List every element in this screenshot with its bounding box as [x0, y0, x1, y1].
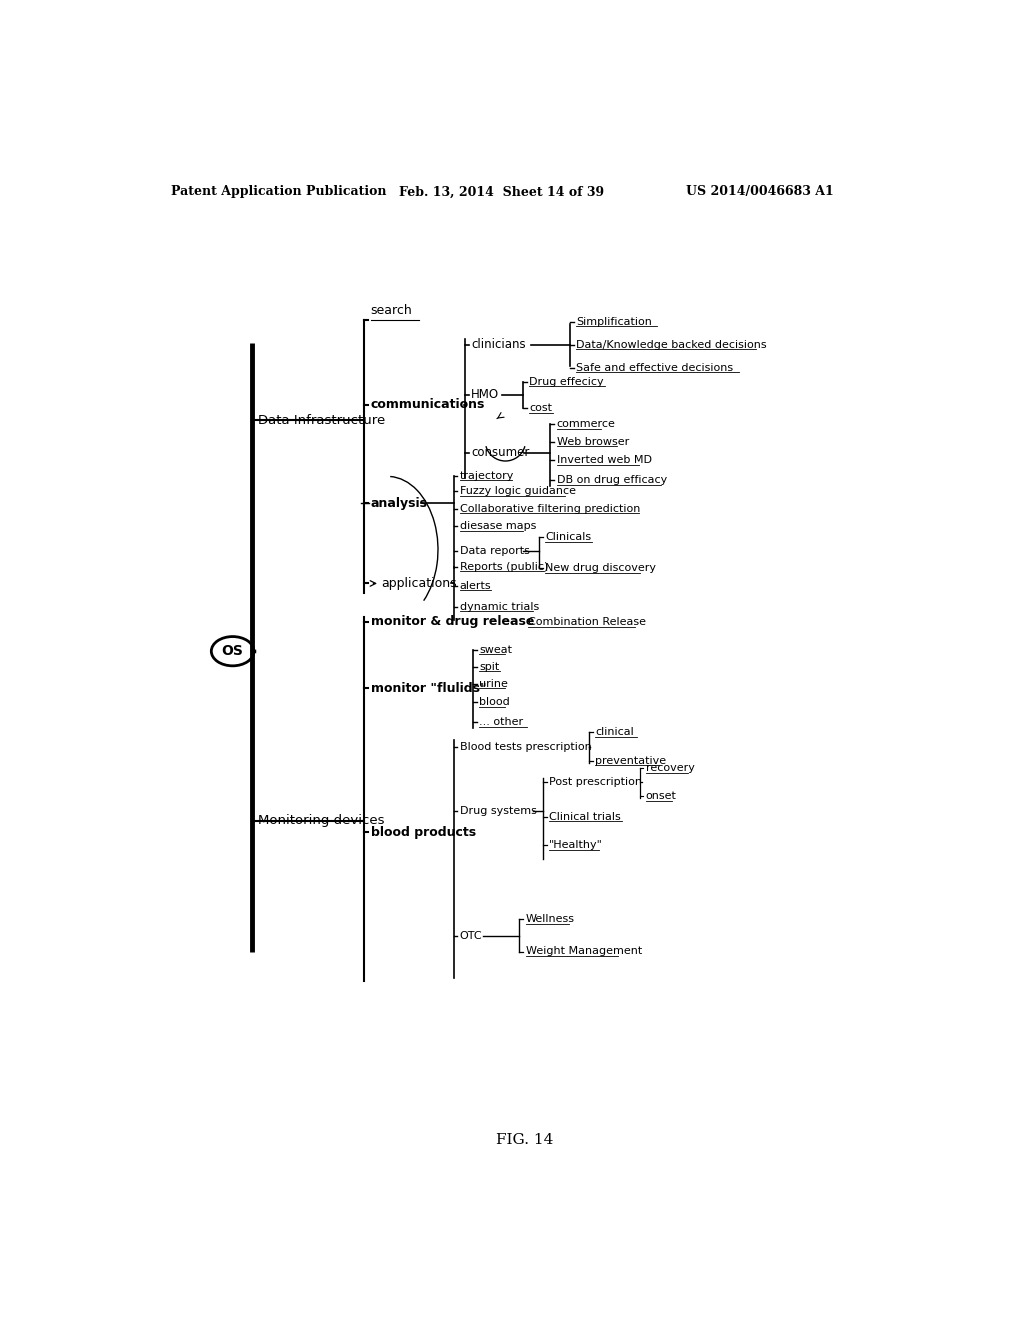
- Text: clinicians: clinicians: [471, 338, 526, 351]
- Text: diesase maps: diesase maps: [460, 521, 537, 532]
- Text: Data/Knowledge backed decisions: Data/Knowledge backed decisions: [575, 339, 767, 350]
- Text: ... other: ... other: [479, 717, 523, 727]
- Text: Web browser: Web browser: [557, 437, 629, 446]
- Text: Patent Application Publication: Patent Application Publication: [171, 185, 386, 198]
- Text: consumer: consumer: [471, 446, 529, 459]
- Text: Combination Release: Combination Release: [528, 616, 646, 627]
- Text: clinical: clinical: [595, 727, 634, 737]
- Text: Data reports: Data reports: [460, 546, 529, 556]
- Text: Fuzzy logic guidance: Fuzzy logic guidance: [460, 486, 575, 496]
- Text: blood products: blood products: [371, 825, 476, 838]
- Text: analysis: analysis: [371, 496, 428, 510]
- Text: Inverted web MD: Inverted web MD: [557, 455, 651, 465]
- Text: "Healthy": "Healthy": [549, 841, 603, 850]
- Text: cost: cost: [529, 403, 553, 413]
- Text: Wellness: Wellness: [525, 915, 574, 924]
- Text: sweat: sweat: [479, 644, 512, 655]
- Text: search: search: [371, 304, 413, 317]
- Text: spit: spit: [479, 661, 500, 672]
- Text: Monitoring devices: Monitoring devices: [258, 814, 385, 828]
- Text: FIG. 14: FIG. 14: [496, 1133, 554, 1147]
- Text: monitor "flulids": monitor "flulids": [371, 681, 486, 694]
- Text: communications: communications: [371, 399, 485, 412]
- Text: monitor & drug release: monitor & drug release: [371, 615, 534, 628]
- Text: Collaborative filtering prediction: Collaborative filtering prediction: [460, 504, 640, 513]
- Text: OS: OS: [221, 644, 244, 659]
- Text: Weight Management: Weight Management: [525, 946, 642, 957]
- Text: Safe and effective decisions: Safe and effective decisions: [575, 363, 733, 372]
- Text: dynamic trials: dynamic trials: [460, 602, 539, 611]
- Text: DB on drug efficacy: DB on drug efficacy: [557, 475, 667, 486]
- Text: preventative: preventative: [595, 755, 667, 766]
- Text: blood: blood: [479, 697, 510, 708]
- Text: alerts: alerts: [460, 581, 492, 591]
- Text: urine: urine: [479, 678, 508, 689]
- Text: US 2014/0046683 A1: US 2014/0046683 A1: [686, 185, 834, 198]
- Text: applications: applications: [381, 577, 457, 590]
- Text: trajectory: trajectory: [460, 471, 514, 480]
- Text: Blood tests prescription: Blood tests prescription: [460, 742, 592, 752]
- Text: Simplification: Simplification: [575, 317, 652, 326]
- Text: Post prescription: Post prescription: [549, 777, 642, 787]
- Text: Feb. 13, 2014  Sheet 14 of 39: Feb. 13, 2014 Sheet 14 of 39: [399, 185, 604, 198]
- Text: onset: onset: [646, 791, 677, 801]
- Text: recovery: recovery: [646, 763, 694, 774]
- Text: commerce: commerce: [557, 418, 615, 429]
- Text: Drug systems: Drug systems: [460, 807, 537, 816]
- Text: Data Infrastructure: Data Infrastructure: [258, 413, 385, 426]
- Text: New drug discovery: New drug discovery: [545, 564, 656, 573]
- Text: Drug effecicy: Drug effecicy: [529, 376, 604, 387]
- Text: Reports (public): Reports (public): [460, 561, 548, 572]
- Text: HMO: HMO: [471, 388, 500, 401]
- Text: Clinicals: Clinicals: [545, 532, 591, 543]
- Text: Clinical trials: Clinical trials: [549, 812, 621, 822]
- Text: OTC: OTC: [460, 931, 482, 941]
